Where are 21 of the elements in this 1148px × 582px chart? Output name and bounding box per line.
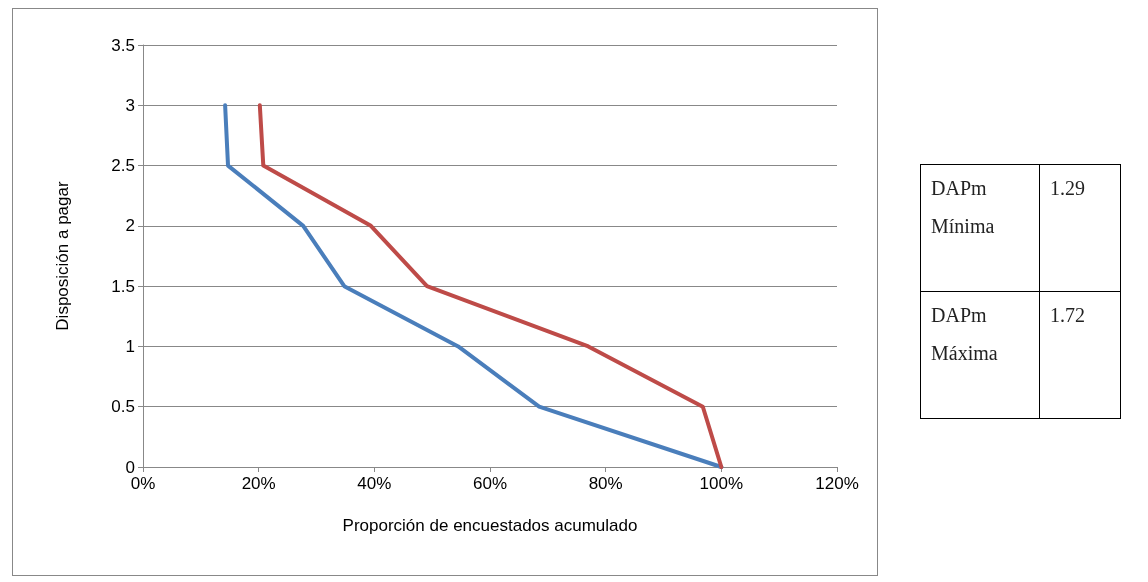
x-tick-label: 60% — [472, 474, 508, 493]
x-tick-label: 0% — [130, 474, 156, 493]
x-tick-label: 80% — [588, 474, 623, 493]
text: DAPm Máxima — [920, 291, 1040, 419]
text: 1.72 — [1039, 291, 1121, 419]
x-axis-title: Proporción de encuestados acumulado — [342, 516, 638, 535]
y-tick-label: 0.5 — [111, 397, 135, 417]
y-tick-label: 1 — [125, 336, 135, 356]
text: DAPm Mínima — [920, 164, 1040, 292]
x-tick-label: 40% — [357, 474, 392, 493]
y-tick-label: 1.5 — [111, 276, 135, 296]
x-tick-label: 100% — [699, 474, 744, 493]
y-tick-label: 3.5 — [111, 35, 135, 55]
text: 1.29 — [1039, 164, 1121, 292]
y-tick-label: 2.5 — [111, 156, 135, 176]
y-tick-label: 0 — [125, 457, 135, 477]
y-tick-label: 2 — [125, 216, 135, 236]
x-tick-label: 120% — [815, 474, 859, 493]
y-tick-label: 3 — [125, 95, 135, 115]
x-tick-label: 20% — [241, 474, 276, 493]
y-axis-title: Disposición a pagar — [53, 181, 72, 331]
